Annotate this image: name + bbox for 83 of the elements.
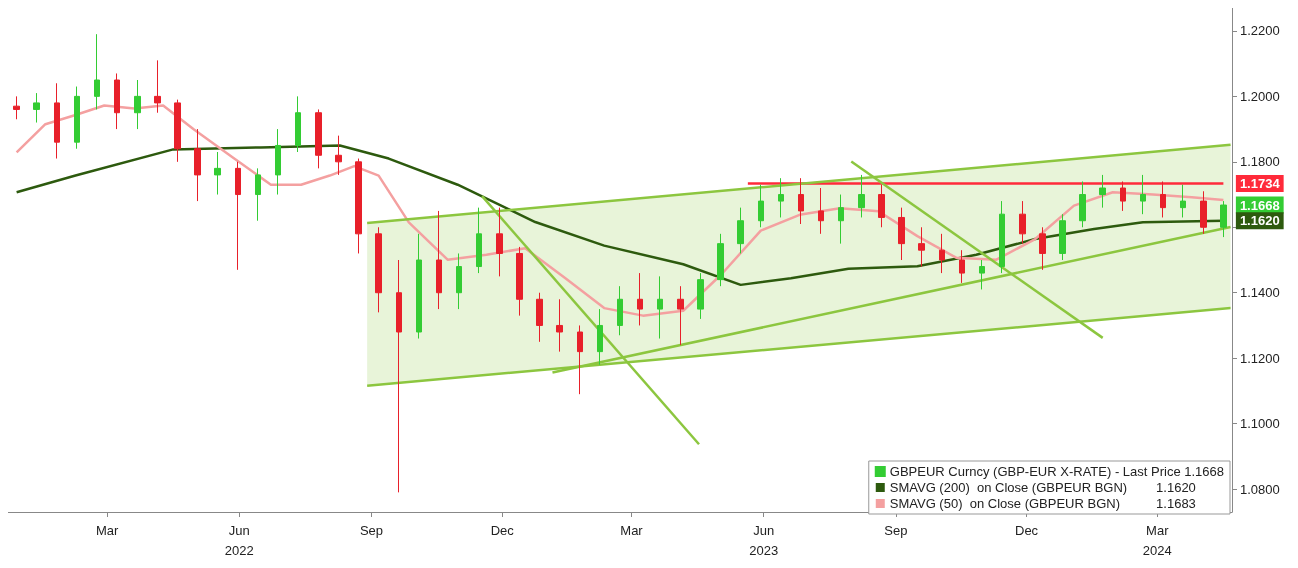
candlestick [858,174,865,218]
candlestick [798,177,804,225]
candlestick [536,292,543,343]
candlestick [375,226,382,313]
y-tick-label: 1.1000 [1240,416,1280,432]
legend-label: SMAVG (200) on Close (GBPEUR BGN) 1.1620 [889,480,1196,495]
candlestick [235,161,241,271]
candlestick [1019,200,1026,245]
candlestick [939,233,945,274]
candlestick [1120,180,1126,212]
candlestick [1039,226,1046,271]
candlestick [396,259,402,493]
candlestick [617,285,623,336]
text: 1.1668 [1239,197,1280,213]
candlestick [657,275,663,340]
candlestick [214,151,221,196]
candlestick [194,128,201,202]
candlestick [355,158,362,254]
candlestick [174,99,181,163]
candlestick [878,184,885,228]
y-tick-label: 1.2200 [1240,23,1280,39]
candlestick [697,272,704,320]
candlestick [295,95,301,153]
candlestick [1079,180,1086,228]
x-tick-label: Sep [884,522,908,538]
y-tick-label: 1.1200 [1240,350,1280,366]
candlestick [74,86,80,150]
candlestick [13,95,20,120]
candlestick [959,249,965,284]
candlestick [758,184,764,228]
candlestick [677,285,684,346]
candlestick [315,108,322,169]
candlestick [898,207,905,261]
candlestick [737,207,744,254]
candlestick [255,167,261,222]
data-label: 1.1734 [1239,175,1281,191]
candlestick [94,33,100,110]
candlestick [1180,184,1186,218]
candlestick [717,233,724,287]
candlestick [1099,174,1106,209]
candlestick [114,72,120,130]
y-tick-label: 1.2000 [1240,88,1280,104]
candlestick [516,246,523,317]
candlestick [154,59,161,114]
y-tick-label: 1.0800 [1240,481,1280,497]
candlestick [335,135,342,176]
candlestick [1059,213,1066,261]
legend-label: SMAVG (50) on Close (GBPEUR BGN) 1.1683 [889,496,1196,511]
x-tick-label: Sep [359,522,384,538]
x-tick-label: Jun 2022 [224,522,254,558]
y-tick-label: 1.1400 [1240,285,1280,301]
candlestick [999,200,1005,274]
y-tick-label: 1.1800 [1240,154,1280,170]
legend-label: GBPEUR Curncy (GBP-EUR X-RATE) - Last Price 1.1668 [889,464,1225,479]
candlestick [818,187,824,235]
candlestick [556,298,563,353]
candlestick [1220,200,1227,238]
candlestick [838,194,844,245]
data-label: 1.1620 [1239,213,1280,229]
candlestick [54,82,60,160]
x-tick-label: Dec [490,522,515,538]
candlestick [275,128,281,196]
candlestick [476,207,482,274]
x-tick-label: Jun 2023 [749,522,779,558]
candlestick [33,92,40,124]
candlestick [1160,180,1166,218]
candlestick [778,177,784,218]
candlestick [496,207,503,277]
candlestick [597,308,603,366]
x-tick-label: Mar [620,522,644,538]
candlestick [1200,190,1207,235]
candlestick [637,272,643,326]
x-tick-label: Mar 2024 [1142,522,1172,558]
x-tick-label: Dec [1015,522,1039,538]
candlestick [134,79,141,130]
candlestick [456,252,462,310]
candlestick [416,233,422,340]
candlestick [436,210,442,310]
candlestick [979,259,985,290]
x-tick-label: Mar [95,522,119,538]
candlestick [1140,174,1146,215]
candlestick [918,226,925,268]
candlestick [577,324,583,395]
